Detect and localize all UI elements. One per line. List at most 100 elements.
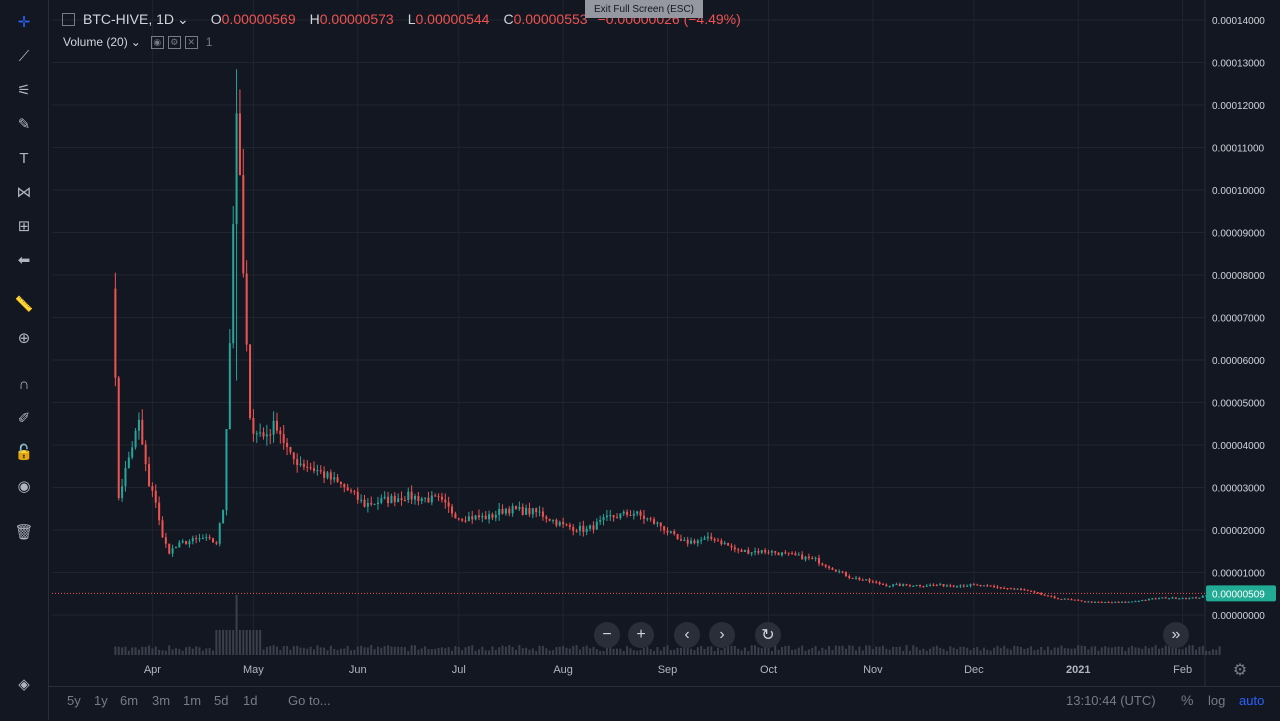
zoom-out-button[interactable]: −	[594, 622, 620, 648]
volume-bar	[912, 645, 915, 655]
reset-chart-button[interactable]: ↻	[755, 622, 781, 648]
volume-bar	[397, 646, 400, 655]
candle-body	[403, 499, 406, 501]
scroll-right-button[interactable]: ›	[709, 622, 735, 648]
volume-bar	[855, 650, 858, 655]
candle-body	[578, 525, 581, 531]
eye-icon[interactable]: ◉	[150, 35, 164, 49]
candle-body	[440, 496, 443, 500]
trash-icon[interactable]: 🗑	[14, 524, 34, 541]
candle-body	[511, 506, 514, 514]
candle-body	[373, 503, 376, 505]
volume-bar	[535, 650, 538, 655]
candle-body	[770, 551, 773, 553]
volume-bar	[562, 645, 565, 655]
crosshair-icon[interactable]: ✛	[17, 14, 31, 31]
text-icon[interactable]: T	[19, 149, 29, 167]
fib-retracement-icon[interactable]: ⚟	[17, 82, 31, 99]
candle-body	[407, 491, 410, 501]
candle-body	[912, 585, 915, 587]
volume-bar	[925, 650, 928, 655]
range-1y[interactable]: 1y	[94, 693, 108, 708]
eye-icon[interactable]: ◉	[17, 478, 31, 495]
candle-body	[861, 579, 864, 581]
range-5d[interactable]: 5d	[214, 693, 229, 708]
candle-body	[326, 472, 329, 478]
volume-bar	[881, 645, 884, 655]
candle-body	[434, 495, 437, 497]
candle-body	[127, 457, 130, 468]
volume-bar	[690, 648, 693, 655]
utc-clock[interactable]: 13:10:44 (UTC)	[1066, 693, 1156, 708]
prediction-icon[interactable]: ⊞	[17, 218, 31, 235]
range-6m[interactable]: 6m	[120, 693, 139, 708]
volume-bar	[427, 649, 430, 655]
candle-body	[178, 542, 181, 548]
percent-toggle[interactable]: %	[1181, 692, 1194, 708]
volume-bar	[451, 650, 454, 655]
volume-bar	[969, 650, 972, 655]
candle-body	[1013, 588, 1016, 590]
goto-button[interactable]: Go to...	[288, 693, 331, 708]
candle-body	[390, 495, 393, 504]
volume-bar	[141, 646, 144, 655]
volume-bar	[841, 645, 844, 655]
volume-label: Volume (20)	[63, 35, 128, 49]
scroll-left-button[interactable]: ‹	[674, 622, 700, 648]
collapse-icon[interactable]	[62, 12, 75, 26]
back-arrow-icon[interactable]: ⬅	[17, 252, 31, 269]
candle-body	[134, 430, 137, 448]
range-1m[interactable]: 1m	[183, 693, 202, 708]
brush-icon[interactable]: ✎	[17, 116, 31, 133]
candle-body	[716, 540, 720, 542]
range-3m[interactable]: 3m	[152, 693, 171, 708]
volume-bar	[1191, 645, 1194, 655]
volume-bar	[770, 650, 773, 655]
lock-icon[interactable]: 🔓	[14, 444, 34, 461]
candle-body	[1195, 597, 1198, 599]
pattern-icon[interactable]: ⋈	[16, 184, 32, 201]
zoom-in-button[interactable]: +	[628, 622, 654, 648]
candle-body	[568, 524, 571, 527]
candle-body	[228, 343, 231, 430]
candle-body	[225, 429, 228, 511]
volume-bar	[871, 649, 874, 655]
candle-body	[1188, 597, 1191, 599]
magnet-icon[interactable]: ∩	[18, 375, 30, 393]
auto-toggle[interactable]: auto	[1239, 693, 1265, 708]
range-5y[interactable]: 5y	[67, 693, 81, 708]
symbol-label[interactable]: BTC-HIVE, 1D	[83, 11, 175, 27]
volume-bar	[1053, 647, 1056, 655]
chevron-down-icon[interactable]: ⌄	[177, 10, 189, 27]
volume-bar	[292, 646, 295, 655]
zoom-in-icon[interactable]: ⊕	[17, 330, 31, 347]
exit-fullscreen-button[interactable]: Exit Full Screen (ESC)	[585, 0, 703, 18]
gear-icon[interactable]: ⚙	[1232, 662, 1248, 679]
candle-body	[117, 377, 120, 499]
pencil-lock-icon[interactable]: ✐	[17, 410, 31, 427]
chevron-down-icon[interactable]: ⌄	[130, 35, 141, 49]
x-tick-label: Nov	[863, 664, 883, 676]
candle-body	[1036, 592, 1039, 594]
y-tick-label: 0.00003000	[1212, 484, 1265, 495]
candle-body	[198, 538, 201, 540]
candle-body	[174, 547, 177, 549]
volume-bar	[878, 646, 881, 655]
range-1d[interactable]: 1d	[243, 693, 258, 708]
settings-icon[interactable]: ⚙	[167, 35, 181, 49]
candle-body	[1100, 601, 1103, 603]
candle-body	[1016, 588, 1019, 590]
candle-body	[595, 521, 598, 530]
layers-icon[interactable]: ◈	[18, 676, 30, 693]
candle-body	[821, 563, 824, 565]
close-icon[interactable]: ✕	[184, 35, 198, 49]
candle-body	[265, 434, 268, 437]
trend-line-icon[interactable]: ⟋	[18, 47, 30, 65]
ruler-icon[interactable]: 📏	[14, 296, 34, 313]
volume-bar	[262, 649, 265, 655]
log-toggle[interactable]: log	[1208, 693, 1226, 708]
volume-bar	[494, 650, 497, 655]
volume-bar	[508, 645, 511, 655]
scroll-to-realtime-button[interactable]: »	[1163, 622, 1189, 648]
